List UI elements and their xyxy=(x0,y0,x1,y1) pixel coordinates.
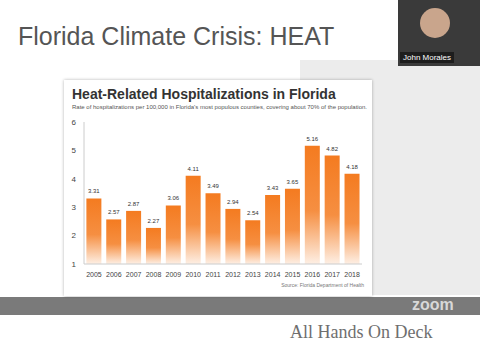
svg-text:2009: 2009 xyxy=(166,271,182,278)
svg-text:3.31: 3.31 xyxy=(88,188,100,194)
svg-text:4.18: 4.18 xyxy=(346,164,358,170)
svg-text:2008: 2008 xyxy=(146,271,162,278)
svg-text:2016: 2016 xyxy=(305,271,321,278)
svg-text:3: 3 xyxy=(72,203,77,212)
svg-text:2.94: 2.94 xyxy=(227,199,239,205)
svg-text:2.54: 2.54 xyxy=(247,210,259,216)
svg-text:3.43: 3.43 xyxy=(267,185,279,191)
svg-text:2015: 2015 xyxy=(285,271,301,278)
svg-text:2007: 2007 xyxy=(126,271,142,278)
svg-text:3.65: 3.65 xyxy=(287,179,299,185)
svg-text:2014: 2014 xyxy=(265,271,281,278)
svg-text:2: 2 xyxy=(72,231,77,240)
svg-text:2.27: 2.27 xyxy=(148,218,160,224)
html-text:Heat-Related Hospitalizations: Heat-Related Hospitalizations in Florida xyxy=(72,86,336,102)
svg-text:4.11: 4.11 xyxy=(188,166,200,172)
svg-text:2010: 2010 xyxy=(185,271,201,278)
svg-text:2017: 2017 xyxy=(324,271,340,278)
html-text:Rate of hospitalizations per 1: Rate of hospitalizations per 100,000 in … xyxy=(72,104,367,110)
html-text:All Hands On Deck: All Hands On Deck xyxy=(290,322,433,342)
svg-text:2.87: 2.87 xyxy=(128,201,140,207)
svg-text:2005: 2005 xyxy=(86,271,102,278)
svg-text:4.82: 4.82 xyxy=(326,146,338,152)
svg-text:2018: 2018 xyxy=(344,271,360,278)
svg-text:2013: 2013 xyxy=(245,271,261,278)
svg-text:3.06: 3.06 xyxy=(167,195,179,201)
svg-text:2012: 2012 xyxy=(225,271,241,278)
html-text:zoom: zoom xyxy=(412,296,454,313)
svg-text:2.57: 2.57 xyxy=(108,209,120,215)
svg-text:2006: 2006 xyxy=(106,271,122,278)
svg-text:5: 5 xyxy=(72,146,77,155)
svg-text:6: 6 xyxy=(72,118,77,127)
svg-text:5.16: 5.16 xyxy=(306,136,318,142)
svg-text:4: 4 xyxy=(72,175,77,184)
html-text:Source: Florida Department of: Source: Florida Department of Health xyxy=(281,282,364,288)
svg-text:1: 1 xyxy=(72,260,77,269)
svg-text:3.49: 3.49 xyxy=(207,183,219,189)
svg-text:2011: 2011 xyxy=(206,271,221,278)
html-text:Florida Climate Crisis: HEAT: Florida Climate Crisis: HEAT xyxy=(18,22,335,50)
html-text:John Morales: John Morales xyxy=(403,53,451,62)
